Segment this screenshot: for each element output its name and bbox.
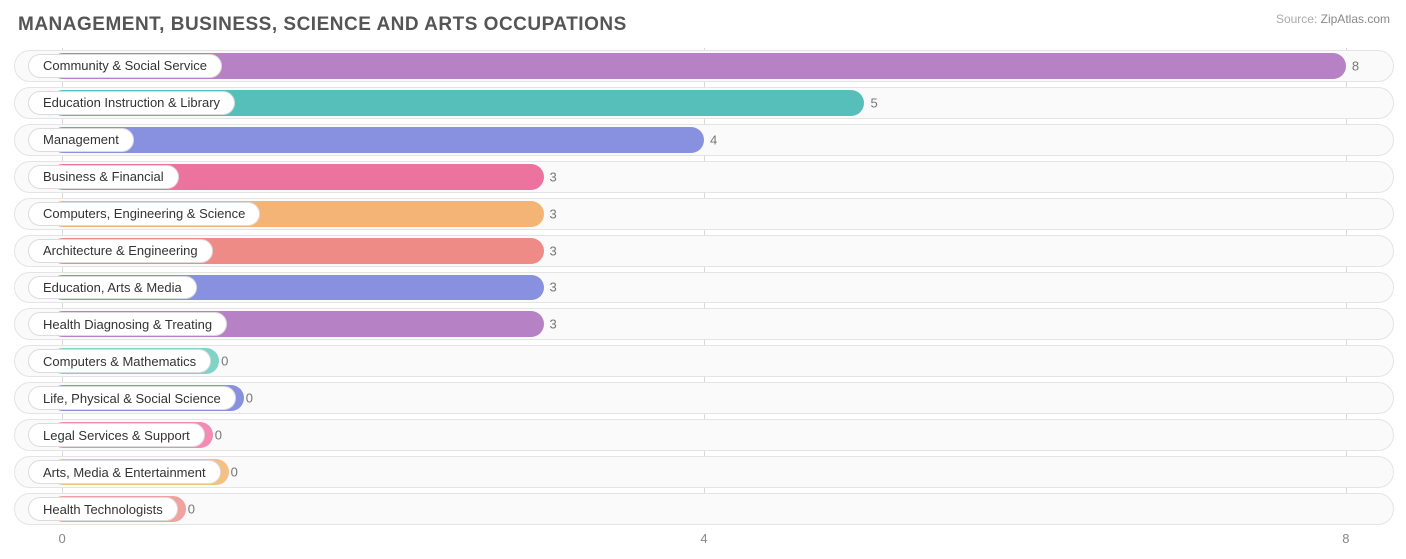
source-attribution: Source: ZipAtlas.com	[1276, 12, 1390, 26]
category-pill: Architecture & Engineering	[28, 239, 213, 263]
category-pill: Computers, Engineering & Science	[28, 202, 260, 226]
bar-value-label: 3	[550, 317, 557, 332]
x-axis-labels: 0 4 8	[14, 529, 1394, 549]
bar-row: Computers & Mathematics 0	[14, 345, 1394, 377]
bar-row: Life, Physical & Social Science 0	[14, 382, 1394, 414]
bar-value-label: 0	[188, 502, 195, 517]
category-pill: Legal Services & Support	[28, 423, 205, 447]
bar-value-label: 0	[221, 354, 228, 369]
category-pill: Health Diagnosing & Treating	[28, 312, 227, 336]
bar-value-label: 3	[550, 169, 557, 184]
category-pill: Management	[28, 128, 134, 152]
x-tick-label: 0	[59, 531, 66, 546]
bar-row: Business & Financial 3	[14, 161, 1394, 193]
bar-row: Health Technologists 0	[14, 493, 1394, 525]
category-pill: Community & Social Service	[28, 54, 222, 78]
bar-chart: Community & Social Service 8 Education Ins…	[14, 48, 1394, 549]
bar-track	[14, 493, 1394, 525]
x-tick-label: 8	[1342, 531, 1349, 546]
bar-row: Education, Arts & Media 3	[14, 272, 1394, 304]
category-pill: Arts, Media & Entertainment	[28, 460, 221, 484]
bar-value-label: 8	[1352, 58, 1359, 73]
bar-row: Education Instruction & Library 5	[14, 87, 1394, 119]
source-label: Source:	[1276, 12, 1317, 26]
bar-value-label: 3	[550, 280, 557, 295]
bar-row: Arts, Media & Entertainment 0	[14, 456, 1394, 488]
bar-row: Architecture & Engineering 3	[14, 235, 1394, 267]
source-value: ZipAtlas.com	[1321, 12, 1390, 26]
bar-row: Community & Social Service 8	[14, 50, 1394, 82]
bar-row: Management 4	[14, 124, 1394, 156]
category-pill: Business & Financial	[28, 165, 179, 189]
bar-row: Health Diagnosing & Treating 3	[14, 308, 1394, 340]
chart-title: MANAGEMENT, BUSINESS, SCIENCE AND ARTS O…	[0, 0, 1406, 36]
bar-value-label: 3	[550, 243, 557, 258]
category-pill: Computers & Mathematics	[28, 349, 211, 373]
bar-value-label: 4	[710, 132, 717, 147]
bar-row: Computers, Engineering & Science 3	[14, 198, 1394, 230]
bar-rows: Community & Social Service 8 Education Ins…	[14, 48, 1394, 525]
bar-value-label: 0	[215, 428, 222, 443]
bar-value-label: 5	[870, 95, 877, 110]
bar-value-label: 0	[231, 465, 238, 480]
x-tick-label: 4	[700, 531, 707, 546]
category-pill: Education, Arts & Media	[28, 276, 197, 300]
bar-row: Legal Services & Support 0	[14, 419, 1394, 451]
category-pill: Health Technologists	[28, 497, 178, 521]
bar-fill	[50, 53, 1346, 79]
category-pill: Education Instruction & Library	[28, 91, 235, 115]
category-pill: Life, Physical & Social Science	[28, 386, 236, 410]
bar-value-label: 0	[246, 391, 253, 406]
bar-fill	[50, 127, 704, 153]
bar-value-label: 3	[550, 206, 557, 221]
